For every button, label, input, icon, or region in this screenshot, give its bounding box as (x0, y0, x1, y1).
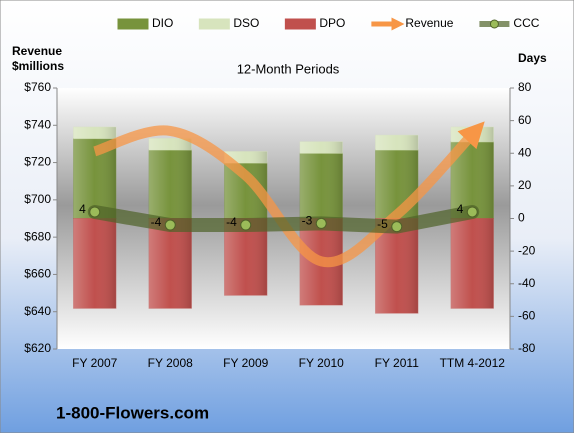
y-tick-label: $760 (24, 80, 51, 94)
y2-tick-label: -80 (518, 341, 536, 355)
data-label: -5 (377, 217, 388, 231)
bar (148, 149, 192, 219)
bar (450, 218, 494, 309)
y2-tick-label: 40 (518, 145, 532, 159)
data-label: -4 (226, 215, 237, 229)
y2-tick-label: -20 (518, 243, 536, 257)
y2-tick-label: 80 (518, 80, 532, 94)
y-axis-label: Revenue (12, 44, 62, 58)
bar (299, 152, 343, 219)
point (89, 206, 101, 218)
legend-label: DIO (152, 16, 173, 30)
bar (375, 134, 419, 151)
y2-tick-label: -60 (518, 309, 536, 323)
y-tick-label: $680 (24, 229, 51, 243)
point (240, 219, 252, 231)
legend-label: CCC (513, 16, 539, 30)
y-tick-label: $720 (24, 155, 51, 169)
x-tick-label: TTM 4-2012 (440, 356, 506, 370)
legend-swatch (198, 18, 230, 30)
y-tick-label: $640 (24, 304, 51, 318)
point (391, 221, 403, 233)
legend-swatch (117, 18, 149, 30)
y2-tick-label: 60 (518, 113, 532, 127)
point (466, 206, 478, 218)
y-tick-label: $740 (24, 117, 51, 131)
y2-axis-label: Days (518, 51, 547, 65)
legend-swatch (284, 18, 316, 30)
y2-tick-label: -40 (518, 276, 536, 290)
x-tick-label: FY 2009 (223, 356, 268, 370)
chart-title: 12-Month Periods (237, 61, 340, 76)
bar (73, 126, 117, 140)
legend-swatch (489, 19, 499, 29)
y-tick-label: $620 (24, 341, 51, 355)
bar (299, 141, 343, 154)
x-tick-label: FY 2008 (148, 356, 193, 370)
y-tick-label: $700 (24, 192, 51, 206)
x-tick-label: FY 2011 (375, 356, 420, 370)
point (315, 217, 327, 229)
data-label: 4 (79, 202, 86, 216)
legend-label: DSO (233, 16, 259, 30)
x-tick-label: FY 2010 (299, 356, 344, 370)
point (164, 219, 176, 231)
y2-tick-label: 20 (518, 178, 532, 192)
x-tick-label: FY 2007 (72, 356, 117, 370)
legend-label: Revenue (405, 16, 453, 30)
bar (148, 138, 192, 151)
data-label: -4 (151, 215, 162, 229)
footer: 1-800-Flowers.com (56, 403, 209, 422)
bar (73, 218, 117, 309)
line (87, 204, 480, 234)
y2-tick-label: 0 (518, 211, 525, 225)
y-axis-label: $millions (12, 59, 64, 73)
legend-label: DPO (319, 16, 345, 30)
data-label: -3 (302, 214, 313, 228)
y-tick-label: $660 (24, 267, 51, 281)
data-label: 4 (457, 202, 464, 216)
